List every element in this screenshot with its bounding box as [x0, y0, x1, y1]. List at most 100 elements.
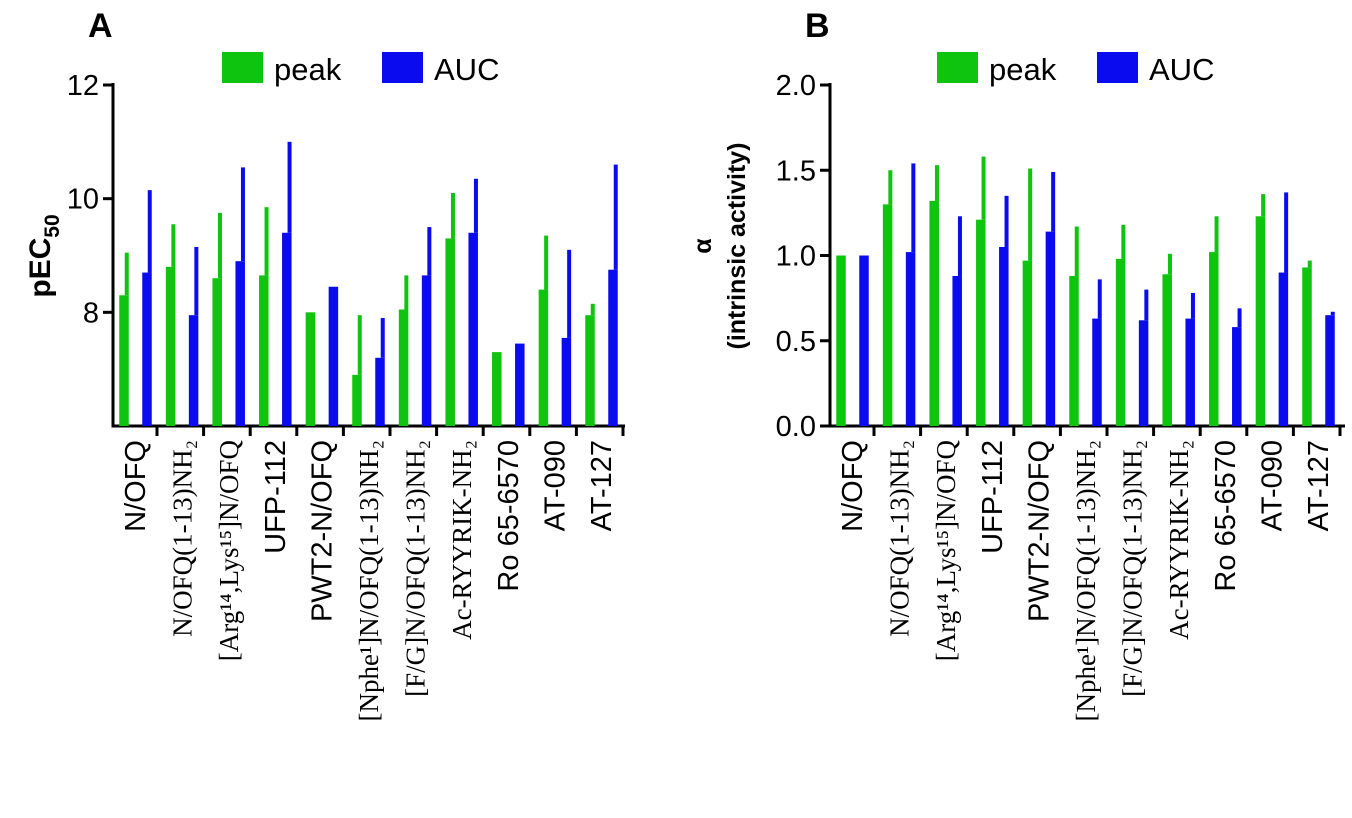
- x-category-label: [F/G]N/OFQ(1-13)NH₂: [401, 440, 431, 697]
- x-category-label: Ac-RYYRIK-NH₂: [1164, 440, 1194, 640]
- error-bar-peak: [404, 275, 409, 310]
- legend-swatch: [382, 52, 423, 83]
- bar-auc: [468, 232, 478, 426]
- bar-peak: [836, 255, 846, 426]
- error-bar-peak: [124, 252, 129, 296]
- x-category-label: AT-127: [1303, 440, 1335, 531]
- error-bar-peak: [1307, 260, 1312, 268]
- bar-peak: [398, 309, 409, 426]
- x-category-label: [Arg¹⁴,Lys¹⁵]N/OFQ: [214, 440, 244, 662]
- error-bar-peak: [1214, 216, 1219, 253]
- bar-auc: [1092, 318, 1102, 426]
- error-bar-auc: [194, 246, 199, 316]
- x-category-label: Ac-RYYRIK-NH₂: [447, 440, 477, 640]
- error-bar-auc: [1004, 195, 1009, 247]
- y-tick-label: 10: [67, 184, 99, 216]
- bar-auc: [1185, 318, 1195, 426]
- y-tick-label: 0.0: [776, 411, 816, 443]
- x-category-label: PWT2-N/OFQ: [306, 440, 338, 622]
- error-bar-peak: [217, 212, 222, 279]
- bar-peak: [1162, 274, 1172, 426]
- error-bar-peak: [1121, 224, 1126, 259]
- bar-peak: [538, 289, 549, 426]
- error-bar-auc: [240, 167, 245, 262]
- legend-label: peak: [274, 52, 342, 87]
- panel-letter: A: [88, 7, 113, 45]
- y-axis-label-main: pEC: [24, 238, 57, 298]
- x-category-label: [Nphe¹]N/OFQ(1-13)NH₂: [354, 440, 384, 721]
- error-bar-auc: [147, 190, 152, 273]
- y-axis-label: pEC50: [24, 214, 64, 297]
- bar-peak: [119, 295, 129, 426]
- x-category-label: Ro 65-6570: [493, 440, 525, 592]
- bar-peak: [352, 374, 362, 426]
- error-bar-auc: [567, 249, 572, 338]
- x-category-label: PWT2-N/OFQ: [1023, 440, 1055, 622]
- y-axis-label-symbol: α: [689, 238, 717, 254]
- bar-auc: [421, 275, 432, 426]
- legend-swatch: [222, 52, 263, 83]
- legend: peak AUC: [937, 52, 1214, 87]
- x-category-label: N/OFQ: [837, 440, 869, 532]
- x-category-label: AT-090: [1256, 440, 1288, 531]
- error-bar-peak: [450, 192, 455, 239]
- y-tick-label: 1.0: [776, 241, 816, 273]
- bar-auc: [859, 255, 869, 426]
- error-bar-peak: [264, 207, 269, 276]
- y-axis-label-subscript: 50: [41, 214, 64, 237]
- error-bar-peak: [888, 170, 893, 205]
- x-category-label: AT-127: [586, 440, 618, 531]
- error-bar-auc: [1190, 293, 1195, 319]
- x-category-label: N/OFQ: [120, 440, 152, 532]
- y-tick-label: 8: [83, 297, 99, 329]
- bar-peak: [929, 200, 939, 426]
- legend-label: peak: [989, 52, 1057, 87]
- bar-peak: [882, 204, 893, 426]
- legend: peak AUC: [222, 52, 499, 87]
- bar-auc: [608, 269, 618, 426]
- error-bar-peak: [1167, 253, 1172, 275]
- bar-peak: [165, 266, 176, 426]
- error-bar-auc: [1051, 171, 1056, 232]
- error-bar-auc: [613, 164, 618, 270]
- bar-auc: [515, 343, 525, 426]
- x-category-label: UFP-112: [977, 440, 1009, 554]
- bar-peak: [1209, 252, 1219, 426]
- bar-auc: [1325, 315, 1335, 426]
- bar-peak: [305, 312, 316, 426]
- error-bar-auc: [473, 178, 478, 233]
- error-bar-peak: [1028, 168, 1033, 261]
- bar-auc: [1045, 231, 1056, 426]
- bar-auc: [142, 272, 152, 426]
- x-category-label: [F/G]N/OFQ(1-13)NH₂: [1118, 440, 1148, 697]
- error-bar-auc: [911, 163, 916, 253]
- error-bar-peak: [981, 156, 986, 220]
- x-category-label: [Nphe¹]N/OFQ(1-13)NH₂: [1071, 440, 1101, 721]
- bar-auc: [1278, 272, 1289, 426]
- error-bar-auc: [380, 318, 385, 358]
- x-category-label: UFP-112: [260, 440, 292, 554]
- error-bar-auc: [287, 141, 292, 233]
- bar-peak: [1022, 260, 1033, 426]
- bar-auc: [188, 315, 199, 426]
- y-axis-label: (intrinsic activity): [723, 143, 751, 350]
- legend-label: AUC: [1149, 52, 1214, 87]
- error-bar-auc: [1237, 308, 1242, 328]
- bar-peak: [1255, 216, 1266, 426]
- y-tick-label: 1.5: [776, 155, 816, 187]
- bar-auc: [1232, 327, 1242, 426]
- bar-peak: [1302, 267, 1312, 426]
- bar-auc: [999, 246, 1009, 426]
- y-tick-label: 12: [67, 70, 99, 102]
- error-bar-auc: [427, 227, 432, 276]
- error-bar-peak: [590, 303, 595, 316]
- panel-letter: B: [805, 7, 830, 45]
- error-bar-peak: [1261, 194, 1266, 217]
- bar-peak: [212, 278, 222, 426]
- x-category-label: N/OFQ(1-13)NH₂: [885, 440, 915, 637]
- error-bar-auc: [1284, 192, 1289, 273]
- bar-peak: [259, 275, 269, 426]
